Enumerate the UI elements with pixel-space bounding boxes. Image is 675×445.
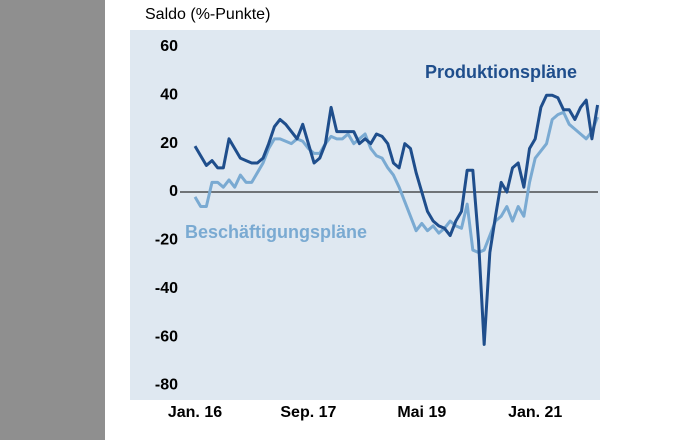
series-label: Beschäftigungspläne: [185, 222, 367, 242]
x-tick-label: Sep. 17: [280, 404, 336, 421]
y-tick-label: -40: [155, 280, 178, 297]
y-tick-label: -60: [155, 328, 178, 345]
series-label: Produktionspläne: [425, 62, 577, 82]
y-tick-label: 60: [160, 38, 178, 55]
y-tick-label: -80: [155, 377, 178, 394]
x-tick-label: Jan. 21: [508, 404, 562, 421]
series-line: [193, 93, 600, 346]
x-tick-label: Jan. 16: [168, 404, 222, 421]
y-tick-label: 40: [160, 87, 178, 104]
plot-area: [130, 30, 600, 400]
y-tick-label: 0: [169, 183, 178, 200]
side-panel: [0, 0, 105, 440]
series-line: [193, 110, 599, 254]
y-tick-label: 20: [160, 135, 178, 152]
y-tick-label: -20: [155, 232, 178, 249]
chart-title: Saldo (%-Punkte): [145, 6, 270, 23]
x-tick-label: Mai 19: [397, 404, 446, 421]
